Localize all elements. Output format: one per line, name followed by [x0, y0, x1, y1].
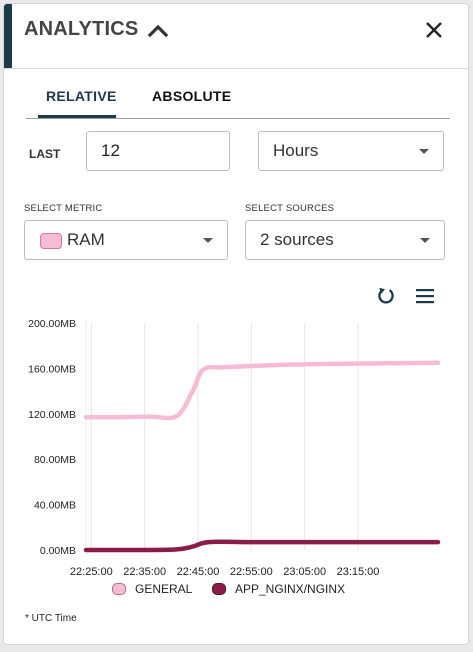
series-line-general	[83, 360, 441, 421]
metric-color-swatch	[40, 233, 62, 249]
x-tick-label: 23:05:00	[283, 566, 326, 578]
y-tick-label: 0.00MB	[40, 545, 76, 557]
legend-label-general: GENERAL	[135, 582, 193, 596]
close-button[interactable]	[422, 18, 446, 42]
hamburger-menu-icon	[416, 289, 434, 304]
reset-zoom-button[interactable]	[376, 286, 396, 306]
y-tick-label: 80.00MB	[34, 454, 76, 466]
caret-down-icon	[203, 238, 213, 243]
y-tick-label: 120.00MB	[28, 409, 76, 421]
x-tick-label: 22:25:00	[70, 566, 113, 578]
chart-menu-button[interactable]	[415, 287, 435, 305]
metric-select[interactable]: RAM	[24, 220, 228, 260]
y-tick-label: 160.00MB	[28, 363, 76, 375]
y-tick-label: 200.00MB	[28, 318, 76, 330]
tab-relative[interactable]: RELATIVE	[46, 88, 117, 104]
caret-down-icon	[420, 238, 430, 243]
tab-absolute[interactable]: ABSOLUTE	[152, 88, 232, 104]
panel-header: ANALYTICS	[4, 4, 468, 69]
header-accent-bar	[4, 4, 12, 68]
analytics-panel: ANALYTICS RELATIVE ABSOLUTE LAST Hours S…	[3, 3, 469, 645]
x-tick-label: 22:55:00	[230, 566, 273, 578]
legend-swatch-general	[112, 583, 126, 595]
range-tabs: RELATIVE ABSOLUTE	[26, 82, 450, 119]
caret-down-icon	[419, 149, 429, 154]
last-label: LAST	[29, 147, 61, 161]
select-metric-label: SELECT METRIC	[24, 203, 103, 214]
chevron-up-icon	[147, 24, 169, 38]
sources-value: 2 sources	[260, 230, 334, 249]
metric-value: RAM	[67, 230, 105, 249]
select-sources-label: SELECT SOURCES	[245, 203, 335, 214]
legend-label-app-nginx: APP_NGINX/NGINX	[235, 582, 346, 596]
series-line-app-nginx-nginx	[83, 539, 441, 553]
utc-time-footnote: * UTC Time	[25, 613, 77, 624]
time-unit-value: Hours	[273, 141, 319, 160]
x-tick-label: 22:35:00	[123, 566, 166, 578]
reset-zoom-icon	[378, 287, 394, 304]
panel-title: ANALYTICS	[24, 18, 139, 40]
active-tab-indicator	[38, 115, 116, 118]
last-value-input[interactable]	[86, 131, 230, 171]
close-icon	[426, 22, 442, 38]
x-tick-label: 22:45:00	[177, 566, 220, 578]
legend-swatch-app-nginx	[212, 583, 226, 595]
y-tick-label: 40.00MB	[34, 500, 76, 512]
time-unit-select[interactable]: Hours	[258, 131, 444, 171]
ram-line-chart: 0.00MB 40.00MB 80.00MB 120.00MB 160.00MB 200.…	[28, 318, 441, 578]
x-tick-label: 23:15:00	[337, 566, 380, 578]
sources-select[interactable]: 2 sources	[245, 220, 445, 260]
collapse-button[interactable]	[147, 20, 169, 40]
